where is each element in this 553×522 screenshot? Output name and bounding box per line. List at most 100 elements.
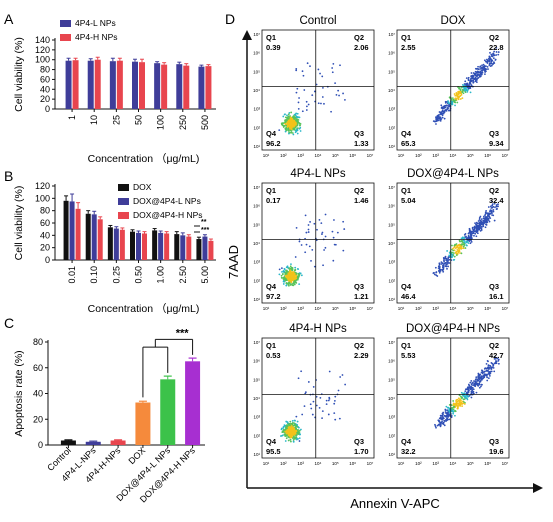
event-dot bbox=[333, 402, 336, 405]
event-dot bbox=[482, 215, 485, 218]
x-tick-label: 1 bbox=[67, 115, 77, 120]
event-dot bbox=[495, 51, 498, 53]
quadrant-value: 1.70 bbox=[354, 447, 369, 456]
event-dot bbox=[488, 212, 491, 215]
y-tick-label: 10⁴ bbox=[388, 88, 395, 93]
quadrant-value: 5.04 bbox=[401, 196, 416, 205]
bar bbox=[198, 66, 205, 109]
quadrant-label: Q1 bbox=[401, 33, 411, 42]
event-dot bbox=[456, 248, 459, 251]
event-dot bbox=[497, 203, 499, 206]
event-dot bbox=[454, 402, 457, 405]
event-dot bbox=[490, 62, 493, 65]
event-dot bbox=[490, 64, 493, 67]
x-tick-label: 10⁵ bbox=[332, 461, 339, 466]
event-dot bbox=[289, 129, 292, 132]
event-dot bbox=[461, 84, 464, 86]
event-dot bbox=[437, 265, 440, 268]
y-tick-label: 10⁴ bbox=[253, 88, 260, 93]
quadrant-value: 32.2 bbox=[401, 447, 416, 456]
event-dot bbox=[459, 252, 461, 254]
event-dot bbox=[319, 396, 322, 399]
event-dot bbox=[488, 58, 491, 61]
event-dot bbox=[297, 272, 300, 275]
y-tick-label: 10³ bbox=[253, 107, 260, 112]
event-dot bbox=[293, 419, 296, 422]
event-dot bbox=[479, 226, 482, 228]
event-dot bbox=[458, 95, 461, 98]
event-dot bbox=[483, 375, 486, 378]
event-dot bbox=[446, 104, 448, 107]
event-dot bbox=[452, 412, 455, 415]
x-tick-label: 5.00 bbox=[200, 266, 210, 284]
event-dot bbox=[442, 417, 445, 420]
event-dot bbox=[494, 362, 497, 365]
y-tick-label: 80 bbox=[33, 337, 43, 347]
event-dot bbox=[290, 131, 293, 134]
legend-label: 4P4-H NPs bbox=[75, 32, 118, 42]
event-dot bbox=[484, 214, 486, 217]
event-dot bbox=[286, 421, 289, 423]
event-dot bbox=[470, 386, 473, 389]
bar bbox=[164, 233, 170, 260]
event-dot bbox=[328, 396, 331, 399]
event-dot bbox=[455, 254, 458, 257]
event-dot bbox=[489, 364, 491, 367]
x-tick-label: 10⁷ bbox=[502, 306, 509, 311]
event-dot bbox=[289, 279, 292, 282]
event-dot bbox=[469, 237, 472, 240]
bar bbox=[113, 228, 119, 260]
event-dot bbox=[464, 396, 467, 399]
event-dot bbox=[448, 258, 451, 261]
event-dot bbox=[457, 244, 459, 247]
event-dot bbox=[487, 377, 490, 380]
x-tick-label: 10² bbox=[415, 153, 422, 158]
event-dot bbox=[453, 249, 456, 252]
event-dot bbox=[293, 272, 296, 275]
event-dot bbox=[321, 417, 323, 420]
event-dot bbox=[287, 128, 290, 131]
event-dot bbox=[481, 66, 483, 69]
event-dot bbox=[280, 427, 283, 430]
event-dot bbox=[282, 126, 285, 128]
event-dot bbox=[442, 257, 445, 259]
event-dot bbox=[453, 93, 456, 95]
event-dot bbox=[487, 364, 490, 367]
event-dot bbox=[301, 110, 304, 113]
event-dot bbox=[293, 436, 296, 439]
x-axis-title: Annexin V-APC bbox=[350, 496, 440, 511]
x-tick-label: 10³ bbox=[432, 306, 439, 311]
event-dot bbox=[292, 119, 295, 122]
event-dot bbox=[475, 382, 478, 385]
event-dot bbox=[297, 276, 300, 278]
event-dot bbox=[486, 212, 489, 215]
event-dot bbox=[468, 386, 471, 389]
event-dot bbox=[285, 128, 287, 131]
x-tick-label: 10⁷ bbox=[367, 461, 374, 466]
event-dot bbox=[291, 435, 294, 437]
event-dot bbox=[451, 244, 453, 247]
event-dot bbox=[292, 127, 295, 130]
event-dot bbox=[492, 208, 495, 211]
event-dot bbox=[288, 112, 291, 114]
event-dot bbox=[462, 247, 465, 250]
y-tick-label: 10⁵ bbox=[253, 69, 260, 74]
quadrant-value: 32.4 bbox=[489, 196, 504, 205]
panel-label: A bbox=[4, 11, 14, 27]
quadrant-label: Q3 bbox=[354, 282, 364, 291]
event-dot bbox=[333, 412, 336, 415]
y-tick-label: 0 bbox=[45, 255, 50, 265]
event-dot bbox=[458, 401, 461, 403]
event-dot bbox=[282, 124, 285, 127]
event-dot bbox=[474, 232, 477, 235]
event-dot bbox=[292, 431, 295, 434]
event-dot bbox=[478, 386, 481, 389]
bar bbox=[158, 232, 164, 260]
event-dot bbox=[487, 214, 489, 217]
bar bbox=[119, 229, 125, 260]
event-dot bbox=[439, 119, 442, 122]
event-dot bbox=[298, 431, 301, 434]
event-dot bbox=[438, 420, 440, 423]
